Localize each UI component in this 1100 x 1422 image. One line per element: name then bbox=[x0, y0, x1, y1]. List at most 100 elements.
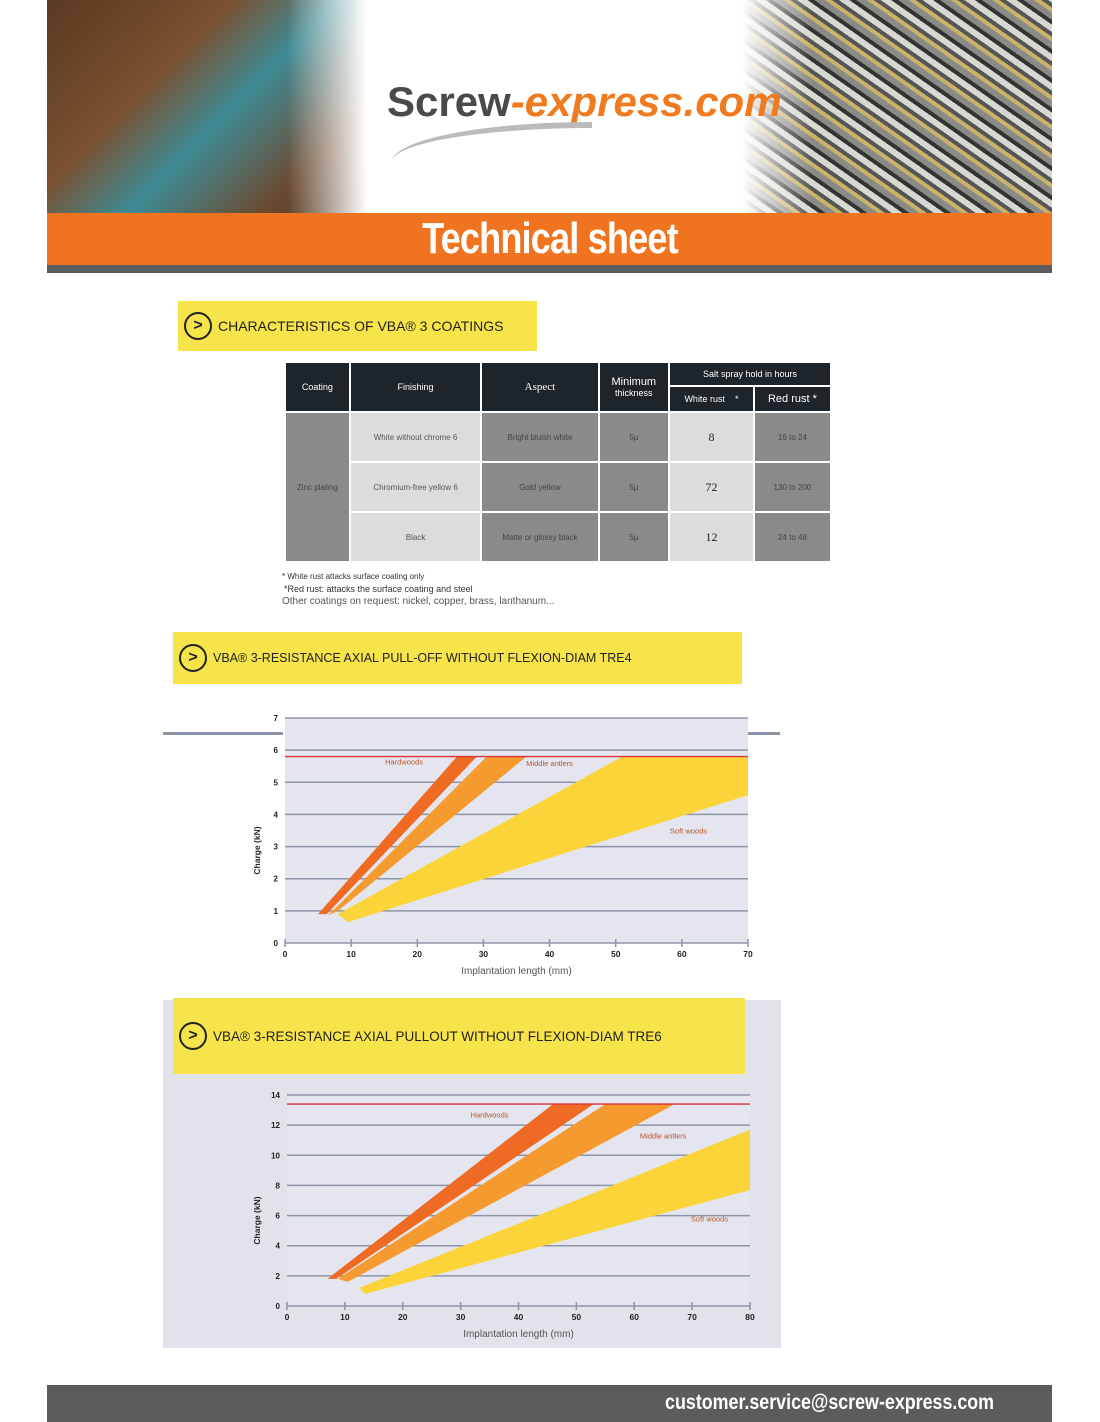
cell: 8 bbox=[670, 413, 753, 461]
y-tick-label: 6 bbox=[274, 746, 279, 755]
divider bbox=[748, 732, 780, 735]
section-heading-coatings: > CHARACTERISTICS OF VBA® 3 COATINGS bbox=[178, 301, 537, 351]
y-tick-label: 0 bbox=[276, 1302, 281, 1311]
series-label: Middle antlers bbox=[640, 1132, 687, 1141]
x-tick-label: 0 bbox=[285, 1312, 290, 1322]
series-label: Middle antlers bbox=[526, 759, 573, 768]
y-tick-label: 10 bbox=[271, 1151, 280, 1160]
y-tick-label: 2 bbox=[276, 1272, 281, 1281]
cell: 12 bbox=[670, 513, 753, 561]
cell-coating: Zinc plating bbox=[286, 413, 349, 561]
page-title: Technical sheet bbox=[421, 214, 679, 263]
footnote: Other coatings on request: nickel, coppe… bbox=[282, 596, 555, 607]
y-tick-label: 8 bbox=[276, 1181, 281, 1190]
x-tick-label: 20 bbox=[413, 949, 423, 959]
tools-photo bbox=[47, 0, 367, 213]
cell: 5µ bbox=[599, 513, 669, 561]
divider bbox=[163, 732, 283, 735]
x-axis-label: Implantation length (mm) bbox=[463, 1329, 574, 1340]
y-tick-label: 3 bbox=[274, 843, 279, 852]
chart-tre6: 0 2 4 6 8 10 12 14 0 10 20 30 40 50 60 70 80 Hardwoods Mid… bbox=[252, 1091, 755, 1340]
arrow-right-circle-icon: > bbox=[179, 644, 207, 672]
band-hardwoods bbox=[318, 756, 477, 915]
cell: 24 to 48 bbox=[754, 513, 830, 561]
section-heading-tre6: > VBA® 3-RESISTANCE AXIAL PULLOUT WITHOUT… bbox=[173, 998, 745, 1074]
cell: Bright bluish white bbox=[482, 413, 598, 461]
arrow-right-circle-icon: > bbox=[184, 312, 212, 340]
band-hardwoods bbox=[327, 1104, 594, 1279]
footnote: *Red rust: attacks the surface coating a… bbox=[284, 584, 473, 594]
cell: Black bbox=[350, 513, 481, 561]
arrow-right-circle-icon: > bbox=[179, 1022, 207, 1050]
cell: Matte or glossy black bbox=[482, 513, 598, 561]
footer: customer.service@screw-express.com bbox=[47, 1385, 1052, 1422]
x-tick-label: 30 bbox=[456, 1312, 466, 1322]
header-text: White rust bbox=[684, 394, 725, 404]
header-line: Minimum bbox=[611, 376, 657, 388]
x-tick-label: 40 bbox=[545, 949, 555, 959]
y-tick-label: 2 bbox=[274, 875, 279, 884]
cell: 72 bbox=[670, 463, 753, 511]
x-tick-label: 60 bbox=[677, 949, 687, 959]
x-tick-label: 70 bbox=[743, 949, 753, 959]
band-middle-antlers bbox=[327, 756, 527, 916]
coatings-table: Coating Finishing Aspect Minimum thicknes… bbox=[284, 361, 832, 563]
cell: 5µ bbox=[599, 463, 669, 511]
x-tick-label: 40 bbox=[514, 1312, 524, 1322]
x-tick-label: 10 bbox=[346, 949, 356, 959]
cell: Gold yellow bbox=[482, 463, 598, 511]
x-tick-label: 50 bbox=[611, 949, 621, 959]
y-tick-label: 14 bbox=[271, 1091, 280, 1100]
cell: 16 to 24 bbox=[754, 413, 830, 461]
header-banner: Screw-express.com bbox=[47, 0, 1052, 213]
cell: 5µ bbox=[599, 413, 669, 461]
y-tick-label: 1 bbox=[274, 907, 279, 916]
x-tick-label: 80 bbox=[745, 1312, 755, 1322]
y-tick-label: 7 bbox=[274, 714, 279, 723]
band-soft-woods bbox=[337, 756, 748, 923]
series-label: Hardwoods bbox=[471, 1111, 509, 1120]
y-tick-label: 0 bbox=[274, 939, 279, 948]
title-bar: Technical sheet bbox=[47, 213, 1052, 265]
y-tick-label: 4 bbox=[276, 1242, 281, 1251]
col-header: Aspect bbox=[482, 363, 598, 411]
x-tick-label: 30 bbox=[479, 949, 489, 959]
table-row: Black Matte or glossy black 5µ 12 24 to … bbox=[286, 513, 830, 561]
col-header: Red rust * bbox=[754, 387, 830, 411]
col-header: Finishing bbox=[350, 363, 481, 411]
table-row: Chromium-free yellow 6 Gold yellow 5µ 72… bbox=[286, 463, 830, 511]
band-soft-woods bbox=[359, 1129, 750, 1294]
y-tick-label: 12 bbox=[271, 1121, 280, 1130]
y-tick-label: 5 bbox=[274, 778, 279, 787]
series-label: Hardwoods bbox=[385, 758, 423, 767]
col-header: Minimum thickness bbox=[599, 363, 669, 411]
footnote: * White rust attacks surface coating onl… bbox=[282, 572, 425, 581]
x-tick-label: 60 bbox=[630, 1312, 640, 1322]
x-axis-label: Implantation length (mm) bbox=[461, 966, 572, 977]
series-label: Soft woods bbox=[691, 1215, 728, 1224]
y-axis-label: Charge (kN) bbox=[252, 826, 262, 874]
cell: Chromium-free yellow 6 bbox=[350, 463, 481, 511]
section-heading-tre4: > VBA® 3-RESISTANCE AXIAL PULL-OFF WITHOU… bbox=[173, 632, 742, 684]
header-text: * bbox=[734, 394, 739, 404]
divider bbox=[47, 265, 1052, 273]
x-tick-label: 20 bbox=[398, 1312, 408, 1322]
logo-swoosh bbox=[392, 122, 592, 162]
x-tick-label: 70 bbox=[687, 1312, 697, 1322]
col-header: White rust * bbox=[670, 387, 753, 411]
logo: Screw-express.com bbox=[387, 78, 782, 125]
col-header: Coating bbox=[286, 363, 349, 411]
cell: 130 to 200 bbox=[754, 463, 830, 511]
band-middle-antlers bbox=[337, 1104, 675, 1282]
screws-photo bbox=[742, 0, 1052, 213]
x-tick-label: 10 bbox=[340, 1312, 350, 1322]
y-axis-label: Charge (kN) bbox=[252, 1196, 262, 1244]
header-line: thickness bbox=[615, 388, 653, 398]
x-tick-label: 0 bbox=[283, 949, 288, 959]
y-tick-label: 6 bbox=[276, 1212, 281, 1221]
series-label: Soft woods bbox=[670, 827, 707, 836]
contact-email[interactable]: customer.service@screw-express.com bbox=[665, 1391, 994, 1414]
y-tick-label: 4 bbox=[274, 810, 279, 819]
cell: White without chrome 6 bbox=[350, 413, 481, 461]
